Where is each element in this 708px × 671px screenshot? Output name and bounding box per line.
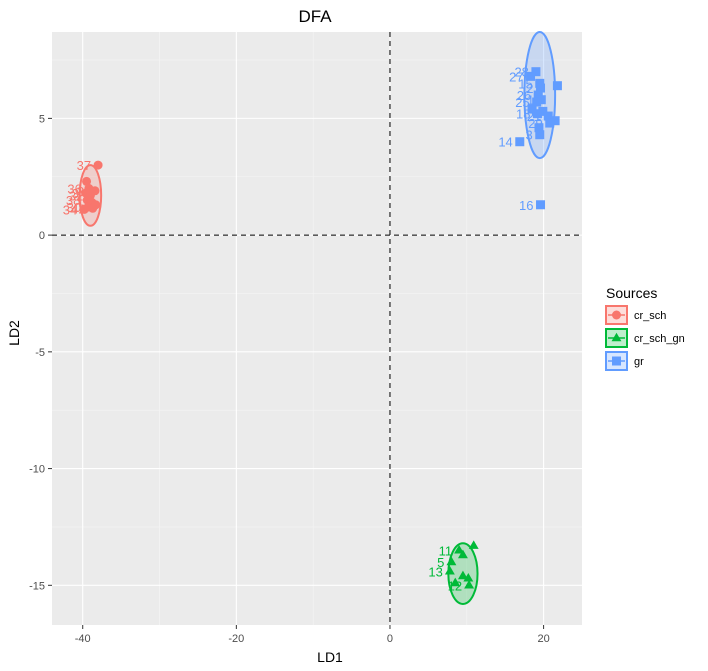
- cr_sch_gn-point-label: 5: [437, 555, 444, 570]
- x-axis-ticks: -40 -20 0 20: [75, 625, 550, 645]
- y-tick-label: -5: [35, 347, 45, 359]
- cr_sch-point-label: 36: [67, 181, 81, 196]
- gr-point-label: 28: [514, 65, 528, 80]
- cr_sch-point: [79, 204, 89, 214]
- gr-point-label: 21: [527, 109, 541, 124]
- gr-point: [536, 95, 546, 105]
- gr-point: [532, 109, 542, 119]
- cr_sch-point-label: 32: [69, 188, 83, 203]
- x-tick-label: 20: [537, 633, 549, 645]
- gr-point: [535, 130, 545, 140]
- gr-point-label: 3: [526, 128, 533, 143]
- gr-point-label: 2: [526, 81, 533, 96]
- gr-point-label: 29: [528, 116, 542, 131]
- gr-point: [545, 118, 555, 128]
- cr_sch-point: [93, 160, 103, 170]
- cr_sch-point-label: 3: [72, 186, 79, 201]
- cr_sch_gn-point-label: 13: [428, 564, 442, 579]
- gr-point: [515, 137, 525, 147]
- x-axis-title: LD1: [317, 649, 343, 665]
- reference-lines: [52, 32, 582, 625]
- gr-point: [536, 200, 546, 210]
- point-labels: 3736333238304234115131228271522612518212…: [63, 65, 543, 594]
- cr_sch_gn-point: [444, 566, 455, 575]
- gr-point-label: 1: [527, 93, 534, 108]
- x-tick-label: 0: [387, 633, 393, 645]
- gr-point: [536, 83, 546, 93]
- gr-point: [532, 97, 542, 107]
- cr_sch_gn-point-label: 12: [448, 578, 462, 593]
- cr_sch_gn-point: [457, 549, 468, 559]
- gr-point: [543, 111, 553, 121]
- data-points: [79, 67, 562, 589]
- gr-point: [534, 123, 544, 133]
- gr-point: [535, 78, 545, 88]
- cr_sch-point-label: 3: [77, 184, 84, 199]
- gr-point-label: 26: [517, 88, 531, 103]
- legend-label-gr: gr: [634, 356, 644, 368]
- chart-title: DFA: [298, 7, 332, 26]
- y-tick-label: -10: [29, 464, 45, 476]
- gr-point: [533, 90, 543, 100]
- legend-label-cr_sch: cr_sch: [634, 310, 666, 322]
- y-tick-label: -15: [29, 580, 45, 592]
- gr-point-label: 25: [515, 95, 529, 110]
- cr_sch-point-label: 34: [63, 202, 77, 217]
- x-tick-label: -20: [228, 633, 244, 645]
- gr-point: [526, 71, 536, 81]
- cr_sch_gn-point: [457, 570, 468, 580]
- plot-panel: [52, 32, 582, 625]
- y-axis-ticks: -15 -10 -5 0 5: [29, 113, 52, 592]
- cr_sch-point-label: 38: [66, 193, 80, 208]
- cr_sch_gn-point: [463, 573, 474, 582]
- cr_sch_gn-point-label: 11: [439, 543, 453, 558]
- gr-point: [538, 106, 548, 116]
- gr-point-label: 16: [519, 198, 533, 213]
- cr_sch_gn-point: [446, 556, 457, 566]
- y-axis-title: LD2: [6, 320, 22, 346]
- gr-point: [531, 67, 541, 77]
- cr_sch_gn-point: [464, 580, 475, 589]
- gr-point: [552, 81, 562, 91]
- cr_sch-point: [82, 176, 92, 186]
- cr_sch_gn-point: [454, 544, 465, 554]
- cr_sch-point-label: 42: [71, 201, 85, 216]
- gr-point-label: 18: [516, 107, 530, 122]
- gr-point-label: 27: [509, 69, 523, 84]
- cr_sch_gn-point: [468, 540, 479, 549]
- cr_sch-point-label: 37: [77, 158, 91, 173]
- minor-gridlines: [52, 32, 582, 625]
- gr-point-label: 15: [518, 76, 532, 91]
- y-tick-label: 0: [39, 230, 45, 242]
- legend-title: Sources: [606, 285, 657, 301]
- cr_sch-point-label: 30: [67, 200, 81, 215]
- x-tick-label: -40: [75, 633, 91, 645]
- legend-marker-cr_sch_gn: [611, 332, 622, 342]
- gr-point-label: 14: [498, 135, 512, 150]
- cr_sch_gn-point: [450, 577, 461, 587]
- gr-point: [527, 104, 537, 114]
- gr-point: [550, 116, 560, 126]
- cr_sch-point: [88, 203, 98, 213]
- y-tick-label: 5: [39, 113, 45, 125]
- legend-label-cr_sch_gn: cr_sch_gn: [634, 333, 685, 345]
